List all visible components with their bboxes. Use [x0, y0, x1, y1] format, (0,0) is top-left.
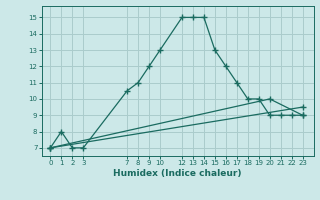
- X-axis label: Humidex (Indice chaleur): Humidex (Indice chaleur): [113, 169, 242, 178]
